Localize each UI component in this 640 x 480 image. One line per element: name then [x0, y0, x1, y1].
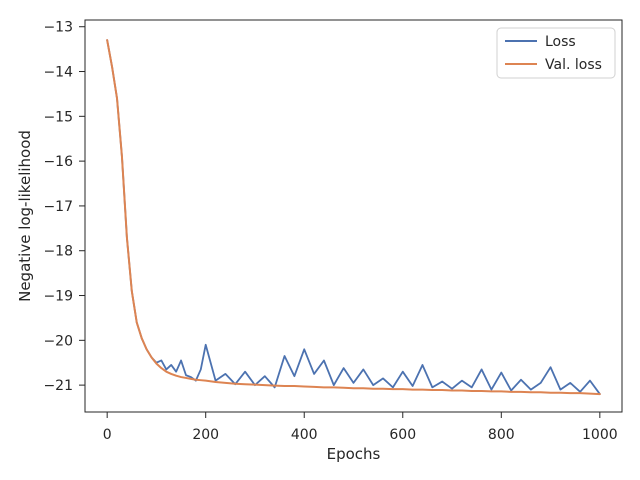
series-val-loss-line — [106, 39, 601, 396]
y-tick-label: −16 — [43, 154, 73, 170]
y-axis-label: Negative log-likelihood — [16, 130, 34, 302]
x-tick-label: 1000 — [582, 427, 618, 443]
x-tick-label: 400 — [291, 427, 318, 443]
y-tick-label: −20 — [43, 333, 73, 349]
y-tick-label: −15 — [43, 109, 73, 125]
x-axis-label: Epochs — [327, 445, 381, 463]
x-tick-label: 600 — [389, 427, 416, 443]
y-tick-label: −14 — [43, 65, 73, 81]
legend: Loss Val. loss — [496, 27, 616, 79]
y-tick-label: −13 — [43, 20, 73, 36]
x-tick-label: 0 — [103, 427, 112, 443]
legend-val-loss-label: Val. loss — [545, 57, 602, 73]
y-tick-label: −19 — [43, 289, 73, 305]
x-tick-label: 200 — [192, 427, 219, 443]
plot-frame — [84, 19, 623, 413]
y-tick-label: −21 — [43, 378, 73, 394]
y-axis: −21 −20 −19 −18 −17 −16 −15 −14 −13 — [43, 20, 85, 394]
x-tick-label: 800 — [488, 427, 515, 443]
y-tick-label: −17 — [43, 199, 73, 215]
series-layer — [106, 39, 601, 396]
x-axis: 0 200 400 600 800 1000 — [103, 412, 618, 443]
y-tick-label: −18 — [43, 244, 73, 260]
legend-loss-label: Loss — [545, 34, 576, 50]
